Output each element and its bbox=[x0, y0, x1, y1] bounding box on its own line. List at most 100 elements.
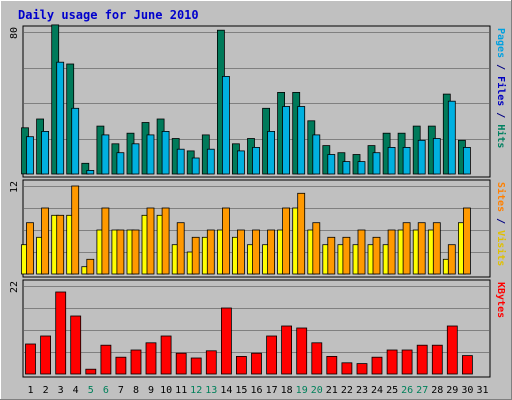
bar-visits-sites-day-20 bbox=[312, 222, 321, 275]
bar-hits-files-day-14 bbox=[221, 76, 230, 175]
chart-title: Daily usage for June 2010 bbox=[18, 8, 199, 22]
bar-kbytes-kbytes-day-29 bbox=[446, 325, 458, 375]
side-legend-visits: Sites / Visits bbox=[495, 182, 507, 266]
bar-visits-sites-day-7 bbox=[116, 229, 125, 275]
bar-hits-files-day-10 bbox=[161, 130, 170, 175]
bar-hits-files-day-6 bbox=[101, 134, 110, 175]
bar-hits-files-day-11 bbox=[176, 148, 185, 175]
bar-hits-files-day-7 bbox=[116, 152, 125, 175]
bar-hits-files-day-9 bbox=[146, 134, 155, 175]
x-tick-label-day-11: 11 bbox=[175, 385, 187, 396]
x-tick-label-day-3: 3 bbox=[58, 385, 64, 396]
bar-kbytes-kbytes-day-16 bbox=[251, 352, 262, 375]
x-tick-label-day-29: 29 bbox=[446, 385, 458, 396]
bar-kbytes-kbytes-day-12 bbox=[190, 357, 202, 375]
bar-visits-sites-day-3 bbox=[56, 214, 65, 275]
bar-hits-files-day-16 bbox=[252, 146, 260, 175]
bar-hits-files-day-29 bbox=[447, 100, 456, 175]
bar-kbytes-kbytes-day-20 bbox=[311, 342, 323, 375]
x-tick-label-day-10: 10 bbox=[160, 385, 172, 396]
x-tick-label-day-25: 25 bbox=[386, 385, 398, 396]
bar-visits-sites-day-11 bbox=[176, 222, 185, 275]
bar-kbytes-kbytes-day-25 bbox=[386, 349, 398, 375]
bar-kbytes-kbytes-day-2 bbox=[40, 335, 51, 375]
bar-kbytes-kbytes-day-13 bbox=[205, 350, 217, 375]
bar-visits-sites-day-14 bbox=[221, 207, 230, 275]
bar-visits-sites-day-5 bbox=[86, 258, 95, 275]
side-legend-entry: / bbox=[495, 106, 506, 124]
bar-visits-sites-day-2 bbox=[41, 207, 49, 275]
bar-hits-files-day-18 bbox=[282, 106, 291, 175]
x-tick-label-day-5: 5 bbox=[88, 385, 94, 396]
bar-kbytes-kbytes-day-3 bbox=[55, 291, 67, 375]
bar-visits-sites-day-4 bbox=[71, 185, 80, 275]
bar-visits-sites-day-8 bbox=[131, 229, 140, 275]
bar-hits-files-day-4 bbox=[71, 107, 80, 175]
bar-kbytes-kbytes-day-11 bbox=[175, 352, 187, 375]
bar-visits-sites-day-17 bbox=[267, 229, 276, 275]
bar-visits-sites-day-18 bbox=[282, 207, 291, 275]
bar-hits-files-day-30 bbox=[462, 146, 471, 175]
bar-hits-files-day-12 bbox=[191, 157, 200, 175]
bar-hits-files-day-8 bbox=[131, 143, 140, 175]
side-legend-entry: Visits bbox=[495, 230, 507, 266]
x-tick-label-day-9: 9 bbox=[148, 385, 154, 396]
x-tick-label-day-16: 16 bbox=[250, 385, 262, 396]
bar-kbytes-kbytes-day-26 bbox=[401, 349, 413, 375]
bar-kbytes-kbytes-day-18 bbox=[281, 325, 293, 375]
x-tick-label-day-28: 28 bbox=[431, 385, 443, 396]
bar-visits-sites-day-27 bbox=[417, 222, 426, 275]
x-tick-label-day-22: 22 bbox=[341, 385, 353, 396]
side-legend-entry: Hits bbox=[495, 124, 507, 148]
bar-visits-sites-day-22 bbox=[342, 236, 351, 275]
bar-visits-sites-day-24 bbox=[372, 236, 381, 275]
bar-visits-sites-day-1 bbox=[26, 222, 34, 275]
x-tick-label-day-26: 26 bbox=[401, 385, 413, 396]
side-legend-entry: Files bbox=[495, 76, 507, 106]
x-tick-label-day-18: 18 bbox=[281, 385, 293, 396]
bar-hits-files-day-1 bbox=[26, 136, 34, 175]
bar-kbytes-kbytes-day-23 bbox=[356, 363, 368, 375]
bar-kbytes-kbytes-day-1 bbox=[25, 343, 36, 375]
bar-visits-sites-day-30 bbox=[462, 207, 471, 275]
x-tick-label-day-1: 1 bbox=[27, 385, 33, 396]
bar-hits-files-day-22 bbox=[342, 161, 351, 175]
bar-kbytes-kbytes-day-21 bbox=[326, 355, 338, 375]
bar-hits-files-day-15 bbox=[236, 150, 245, 175]
bar-visits-sites-day-12 bbox=[191, 236, 200, 275]
bar-kbytes-kbytes-day-4 bbox=[70, 315, 82, 375]
bar-visits-sites-day-15 bbox=[236, 229, 245, 275]
bar-kbytes-kbytes-day-7 bbox=[115, 356, 127, 375]
bar-hits-files-day-2 bbox=[41, 130, 49, 175]
x-tick-label-day-27: 27 bbox=[416, 385, 428, 396]
bar-visits-sites-day-26 bbox=[402, 222, 411, 275]
bar-visits-sites-day-19 bbox=[297, 192, 306, 275]
side-legend-kbytes: KBytes bbox=[495, 282, 506, 318]
x-tick-label-day-20: 20 bbox=[311, 385, 323, 396]
side-legend-entry: Pages bbox=[495, 28, 506, 58]
bar-kbytes-kbytes-day-28 bbox=[431, 344, 443, 375]
bar-kbytes-kbytes-day-14 bbox=[220, 307, 232, 375]
bar-kbytes-kbytes-day-19 bbox=[296, 327, 308, 375]
bar-kbytes-kbytes-day-9 bbox=[145, 342, 157, 375]
bar-hits-files-day-26 bbox=[402, 146, 411, 175]
bar-kbytes-kbytes-day-24 bbox=[371, 356, 383, 375]
bar-visits-sites-day-28 bbox=[432, 222, 441, 275]
x-tick-label-day-13: 13 bbox=[205, 385, 217, 396]
bar-hits-files-day-5 bbox=[86, 169, 95, 175]
bar-visits-sites-day-21 bbox=[327, 236, 336, 275]
y-scale-label: 80 bbox=[9, 27, 20, 39]
bar-hits-files-day-3 bbox=[56, 61, 65, 175]
x-tick-label-day-15: 15 bbox=[235, 385, 247, 396]
bar-hits-files-day-19 bbox=[297, 106, 306, 175]
bar-hits-hits-day-5 bbox=[81, 162, 90, 175]
bar-kbytes-kbytes-day-22 bbox=[341, 362, 353, 375]
y-scale-label: 22 bbox=[9, 281, 20, 293]
bar-kbytes-kbytes-day-30 bbox=[461, 355, 473, 375]
bar-hits-files-day-25 bbox=[387, 146, 396, 175]
x-tick-label-day-21: 21 bbox=[326, 385, 338, 396]
side-legend-entry: / bbox=[495, 212, 506, 230]
x-tick-label-day-31: 31 bbox=[476, 385, 488, 396]
